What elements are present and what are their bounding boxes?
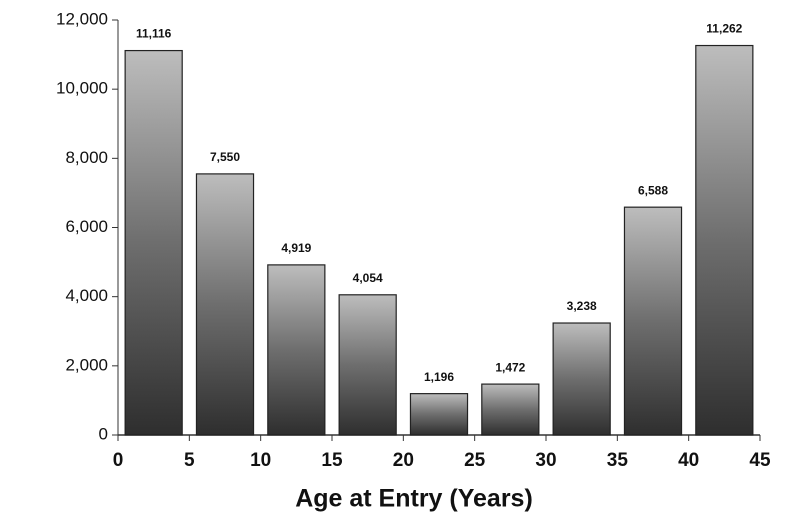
x-tick-label: 15 bbox=[321, 450, 343, 471]
bar bbox=[623, 206, 683, 436]
y-tick-label: 0 bbox=[99, 424, 108, 443]
y-tick-label: 4,000 bbox=[65, 286, 108, 305]
bar bbox=[267, 264, 326, 436]
x-axis-title: Age at Entry (Years) bbox=[295, 485, 533, 513]
value-label: 7,550 bbox=[210, 150, 240, 164]
y-tick-label: 6,000 bbox=[65, 217, 108, 236]
x-tick-label: 40 bbox=[678, 450, 699, 471]
x-tick-label: 45 bbox=[749, 450, 771, 471]
x-tick-label: 10 bbox=[250, 450, 271, 471]
value-label: 6,588 bbox=[638, 183, 668, 197]
y-tick-label: 2,000 bbox=[65, 355, 108, 374]
value-label: 11,116 bbox=[136, 27, 172, 41]
x-tick-label: 0 bbox=[113, 450, 124, 471]
value-label: 11,262 bbox=[706, 22, 742, 36]
x-tick-label: 35 bbox=[607, 450, 629, 471]
x-tick-label: 30 bbox=[535, 450, 556, 471]
value-label: 1,472 bbox=[495, 360, 525, 374]
bar bbox=[409, 393, 469, 436]
y-tick-label: 8,000 bbox=[65, 148, 108, 167]
bar bbox=[481, 383, 540, 436]
bar bbox=[124, 49, 183, 436]
value-label: 3,238 bbox=[567, 299, 597, 313]
value-label: 4,919 bbox=[281, 241, 311, 255]
value-label: 1,196 bbox=[424, 370, 454, 384]
y-tick-label: 10,000 bbox=[56, 79, 108, 98]
bar bbox=[195, 173, 255, 436]
x-tick-label: 25 bbox=[464, 450, 486, 471]
x-tick-label: 5 bbox=[184, 450, 195, 471]
y-tick-label: 12,000 bbox=[56, 9, 108, 28]
bar bbox=[338, 294, 397, 436]
x-tick-label: 20 bbox=[393, 450, 414, 471]
bar bbox=[695, 44, 754, 436]
bar bbox=[552, 322, 611, 436]
value-label: 4,054 bbox=[353, 271, 383, 285]
